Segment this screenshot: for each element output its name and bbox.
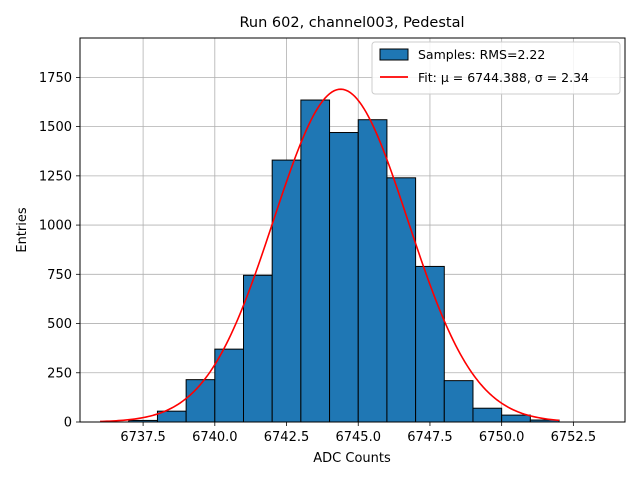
histogram-bar-2 (185, 379, 216, 423)
histogram-bars (128, 99, 560, 423)
histogram-bar-8 (357, 119, 388, 423)
histogram-bar-13 (501, 414, 531, 423)
y-axis-label: Entries (15, 207, 30, 253)
x-tick-label-4: 6747.5 (407, 430, 453, 445)
histogram-bar-10 (415, 265, 445, 423)
histogram-bar-12 (472, 407, 503, 423)
histogram-bar-9 (386, 177, 417, 423)
legend-swatch-samples (379, 48, 409, 61)
y-tick-label-3: 750 (47, 268, 72, 283)
y-tick-label-1: 250 (47, 366, 72, 381)
y-tick-label-5: 1250 (39, 169, 72, 184)
y-tick-label-0: 0 (64, 416, 72, 431)
y-tick-label-6: 1500 (39, 120, 72, 135)
x-axis-label: ADC Counts (313, 451, 391, 466)
y-tick-label-2: 500 (47, 317, 72, 332)
histogram-bar-5 (271, 159, 302, 423)
legend: Samples: RMS=2.22 Fit: μ = 6744.388, σ = … (371, 41, 621, 95)
histogram-bar-7 (329, 132, 359, 423)
x-tick-label-3: 6745.0 (335, 430, 381, 445)
legend-label-fit: Fit: μ = 6744.388, σ = 2.34 (418, 70, 589, 85)
x-tick-label-0: 6737.5 (120, 430, 166, 445)
x-tick-label-1: 6740.0 (192, 430, 238, 445)
x-tick-label-5: 6750.0 (479, 430, 525, 445)
histogram-bar-6 (300, 99, 331, 423)
fit-curve (100, 88, 560, 423)
axis-ticks: 6737.5 6740.0 6742.5 6745.0 6747.5 6750.0 6752… (39, 71, 596, 445)
chart-title: Run 602, channel003, Pedestal (239, 15, 464, 31)
x-tick-label-6: 6752.5 (551, 430, 597, 445)
legend-box (371, 41, 621, 95)
histogram-bar-3 (214, 348, 245, 423)
x-tick-label-2: 6742.5 (264, 430, 310, 445)
legend-label-samples: Samples: RMS=2.22 (418, 47, 545, 62)
histogram-bar-4 (243, 274, 273, 423)
fit-curve-group (100, 88, 560, 423)
plot-frame (79, 37, 626, 423)
y-tick-label-7: 1750 (39, 71, 72, 86)
histogram-bar-11 (443, 380, 474, 423)
y-tick-label-4: 1000 (39, 219, 72, 234)
